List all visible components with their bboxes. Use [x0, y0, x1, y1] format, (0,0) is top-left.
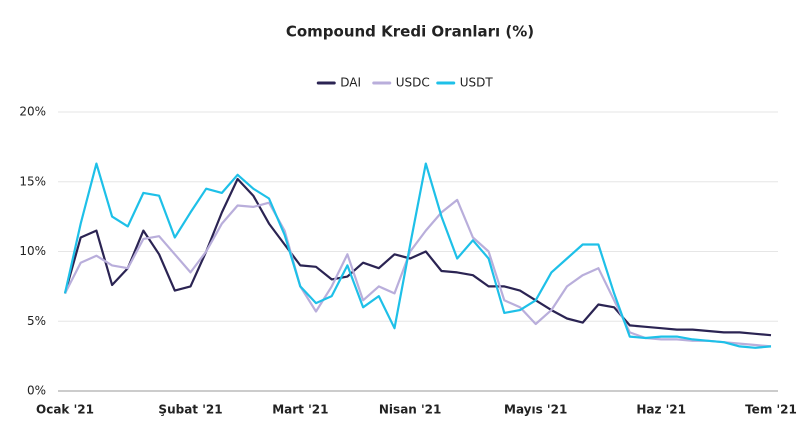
x-tick-label: Nisan '21 — [379, 403, 442, 417]
legend-label: USDC — [396, 76, 430, 90]
x-tick-label: Ocak '21 — [36, 403, 94, 417]
x-tick-label: Tem '21 — [745, 403, 797, 417]
legend-label: USDT — [460, 76, 494, 90]
legend-label: DAI — [340, 76, 361, 90]
chart-title: Compound Kredi Oranları (%) — [286, 23, 534, 41]
y-tick-label: 10% — [19, 244, 46, 258]
y-tick-label: 20% — [19, 105, 46, 119]
x-tick-label: Haz '21 — [636, 403, 686, 417]
series-line — [64, 198, 772, 348]
y-tick-label: 15% — [19, 174, 46, 188]
x-tick-label: Şubat '21 — [158, 403, 222, 417]
series-line — [63, 177, 772, 337]
y-tick-label: 0% — [27, 384, 46, 398]
y-tick-label: 5% — [27, 314, 46, 328]
series-line — [63, 162, 772, 349]
x-tick-label: Mayıs '21 — [504, 403, 567, 417]
x-tick-label: Mart '21 — [272, 403, 328, 417]
